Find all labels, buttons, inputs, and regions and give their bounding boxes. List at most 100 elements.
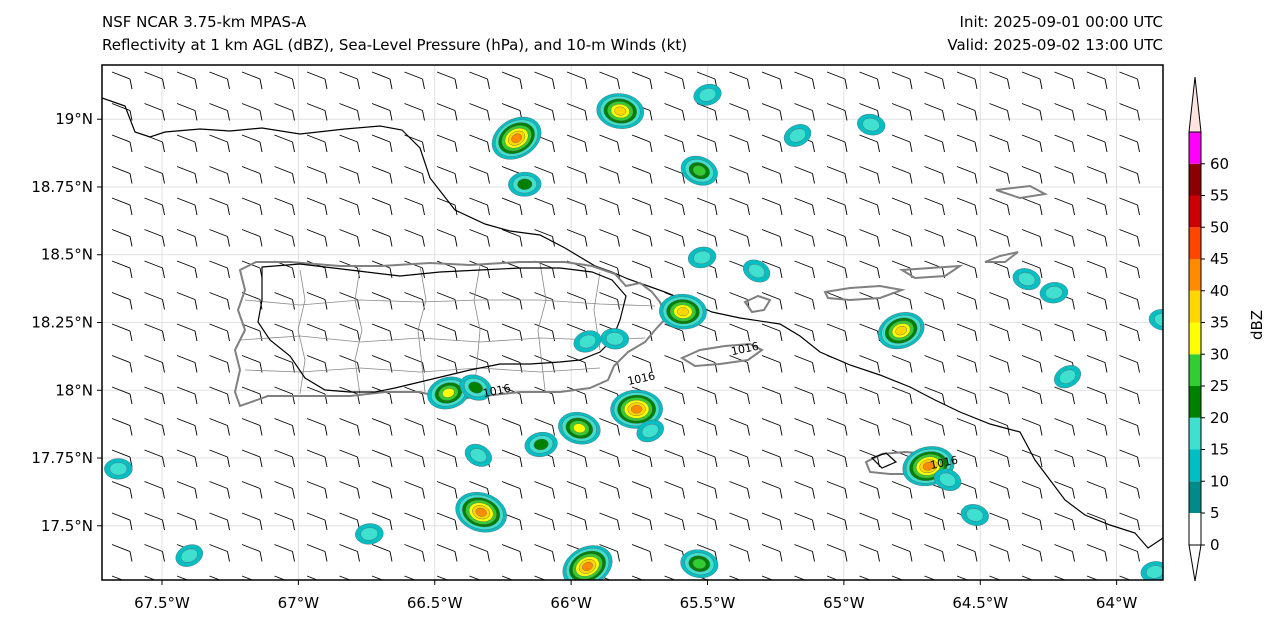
wind-barb-shaft — [339, 71, 358, 80]
wind-barb — [209, 481, 230, 499]
wind-barb — [144, 197, 165, 216]
wind-barb-flag — [1072, 551, 1075, 562]
wind-barb — [404, 229, 425, 247]
wind-barb-flag — [682, 488, 685, 499]
wind-barb — [891, 229, 913, 247]
lat-tick-label: 19°N — [55, 110, 93, 128]
wind-barb-flag — [1039, 551, 1043, 562]
wind-barb-shaft — [339, 323, 358, 332]
wind-barb-shaft — [1021, 323, 1041, 332]
wind-barb-flag — [682, 204, 685, 216]
wind-barb-flag — [974, 110, 978, 121]
wind-barb — [209, 575, 222, 580]
wind-barb-flag — [747, 330, 750, 342]
wind-barb — [404, 103, 425, 121]
wind-barb — [794, 386, 815, 405]
wind-barb-flag — [649, 362, 653, 373]
wind-barb — [1119, 386, 1140, 405]
wind-barb-shaft — [989, 197, 1008, 206]
reflectivity-contour — [511, 133, 522, 143]
wind-barb — [761, 481, 783, 499]
colorbar-segment — [1189, 259, 1201, 291]
wind-barb-flag — [454, 267, 458, 279]
lon-tick-label: 66.5°W — [407, 594, 463, 612]
wind-barb-flag — [649, 236, 653, 247]
wind-barb-shaft — [1054, 481, 1073, 489]
wind-barb-shaft — [891, 386, 911, 395]
wind-barb-flag — [454, 78, 458, 90]
wind-barb-shaft — [599, 166, 618, 174]
reflectivity-cell — [960, 504, 989, 526]
wind-barb — [566, 512, 588, 531]
wind-barb-shaft — [989, 229, 1008, 237]
wind-barb-shaft — [371, 418, 391, 426]
wind-barb-shaft — [241, 544, 261, 552]
wind-barb-shaft — [891, 481, 911, 489]
wind-barb-flag — [357, 173, 360, 184]
wind-barb — [176, 355, 198, 373]
lon-tick-label: 64°W — [1096, 594, 1138, 612]
wind-barb-shaft — [599, 197, 618, 206]
wind-barb-shaft — [1119, 229, 1138, 237]
wind-barb — [144, 355, 165, 373]
wind-barb — [761, 449, 783, 468]
wind-barb — [144, 481, 165, 499]
wind-barb-flag — [714, 141, 718, 153]
wind-barb-flag — [1104, 362, 1108, 373]
wind-barb-flag — [877, 204, 880, 216]
wind-barb-shaft — [859, 481, 878, 489]
wind-barb — [794, 575, 807, 580]
wind-barb-flag — [1007, 236, 1010, 247]
wind-barb-flag — [162, 204, 165, 216]
wind-barb — [436, 544, 458, 562]
reflectivity-cell — [687, 246, 717, 269]
wind-barb-flag — [325, 583, 327, 593]
wind-barb — [469, 575, 482, 580]
wind-barb-shaft — [1086, 386, 1106, 395]
wind-barb-flag — [227, 551, 230, 562]
wind-barb — [306, 481, 328, 499]
wind-barb-flag — [324, 173, 328, 184]
wind-barb — [1021, 134, 1043, 153]
wind-barb-flag — [389, 78, 393, 90]
wind-barb — [111, 418, 133, 436]
wind-barb-shaft — [534, 103, 553, 111]
wind-barb — [436, 355, 458, 373]
wind-barb — [729, 197, 750, 216]
wind-barb — [826, 197, 848, 216]
wind-barb — [859, 481, 880, 499]
wind-barb-flag — [649, 204, 653, 216]
wind-barb-shaft — [1021, 386, 1041, 395]
wind-barb-shaft — [534, 292, 553, 300]
wind-barb — [1086, 260, 1108, 279]
wind-barb-shaft — [664, 103, 683, 111]
wind-barb — [501, 544, 523, 562]
wind-barb-shaft — [1054, 386, 1073, 395]
wind-barb — [696, 512, 718, 531]
wind-barb-shaft — [826, 386, 846, 395]
wind-barb — [599, 134, 620, 153]
wind-barb — [599, 418, 620, 436]
wind-barb — [1054, 134, 1075, 153]
wind-barb-shaft — [534, 481, 553, 489]
wind-barb — [209, 197, 230, 216]
isobar-label: 1016 — [482, 382, 512, 401]
wind-barb-flag — [942, 362, 945, 373]
wind-barb — [924, 166, 945, 184]
wind-barb — [729, 575, 742, 580]
wind-barb-flag — [324, 78, 328, 90]
wind-barb-flag — [324, 488, 328, 499]
wind-barb — [209, 103, 230, 121]
wind-barb — [241, 134, 263, 153]
wind-barb-shaft — [729, 197, 748, 206]
wind-barb-shaft — [274, 355, 293, 363]
colorbar-segment — [1189, 513, 1201, 545]
wind-barb — [371, 418, 393, 436]
wind-barb-flag — [942, 141, 945, 153]
vieques-coast — [679, 342, 764, 368]
wind-barb-shaft — [859, 103, 878, 111]
wind-barb-flag — [1039, 110, 1043, 121]
wind-barb — [891, 418, 913, 436]
wind-barb-flag — [552, 330, 555, 342]
wind-barb-flag — [909, 393, 913, 405]
